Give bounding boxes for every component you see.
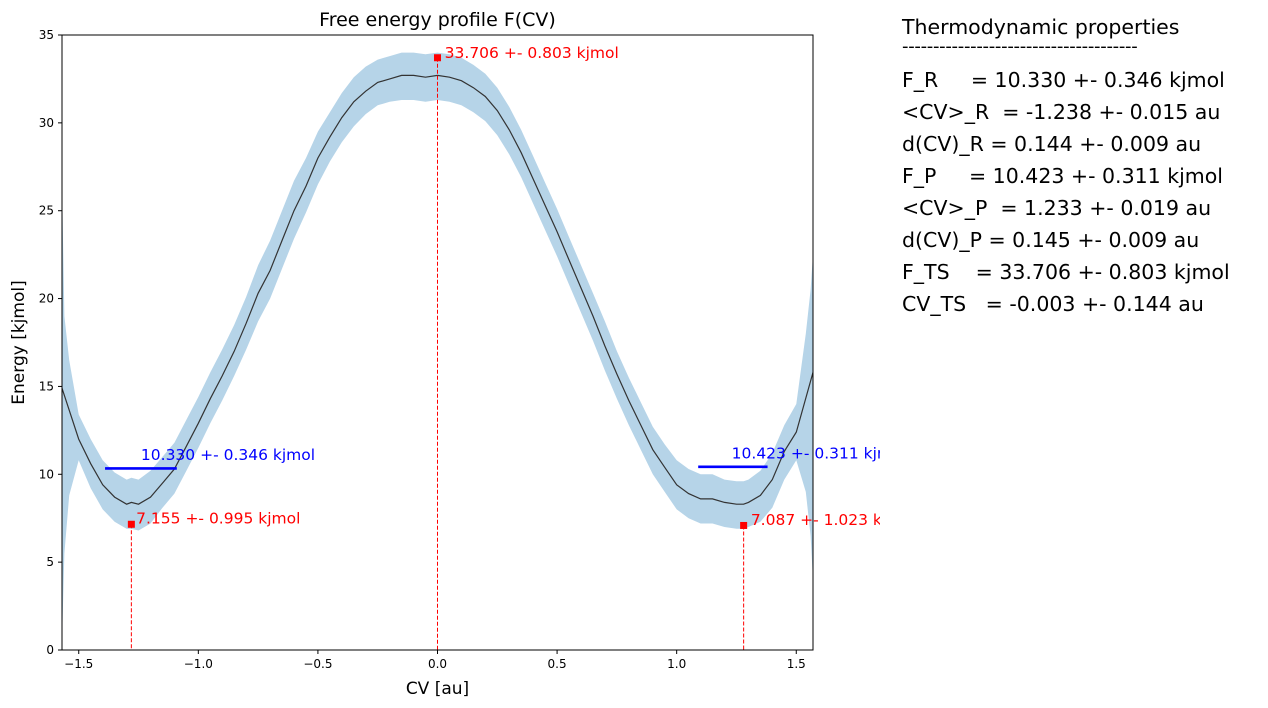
point-marker-1 — [434, 54, 441, 62]
y-tick-label: 35 — [39, 28, 54, 42]
plot-area: 10.330 +- 0.346 kjmol 10.423 +- 0.311 kjm… — [62, 44, 880, 650]
properties-divider: -------------------------------------- — [902, 42, 1138, 56]
level-label-1: 10.423 +- 0.311 kjmol — [732, 444, 880, 462]
property-cv-ts: CV_TS = -0.003 +- 0.144 au — [902, 292, 1204, 316]
x-tick-label: 0.0 — [428, 657, 447, 671]
point-label-1: 33.706 +- 0.803 kjmol — [445, 44, 619, 62]
y-tick-label: 30 — [39, 116, 54, 130]
point-label-2: 7.087 +- 1.023 kjmol — [751, 511, 880, 529]
properties-list: F_R = 10.330 +- 0.346 kjmol <CV>_R = -1.… — [902, 64, 1262, 320]
y-axis-label: Energy [kjmol] — [9, 280, 29, 404]
free-energy-chart: Free energy profile F(CV) 10.330 +- 0.34… — [9, 9, 880, 699]
x-tick-label: 0.5 — [548, 657, 567, 671]
axis-ticks: −1.5 −1.0 −0.5 0.0 0.5 1.0 1.5 0 5 10 15 20 25 30 35 — [39, 28, 806, 671]
level-label-0: 10.330 +- 0.346 kjmol — [141, 446, 315, 464]
property-f-p: F_P = 10.423 +- 0.311 kjmol — [902, 164, 1223, 188]
property-f-r: F_R = 10.330 +- 0.346 kjmol — [902, 68, 1225, 92]
x-axis-label: CV [au] — [406, 679, 469, 699]
property-cv-r: <CV>_R = -1.238 +- 0.015 au — [902, 100, 1221, 124]
property-cv-p: <CV>_P = 1.233 +- 0.019 au — [902, 196, 1212, 220]
chart-title: Free energy profile F(CV) — [319, 9, 556, 31]
y-tick-label: 15 — [39, 379, 54, 393]
thermodynamic-properties-panel: Thermodynamic properties ---------------… — [902, 12, 1262, 320]
x-tick-label: 1.0 — [667, 657, 686, 671]
y-tick-label: 5 — [46, 555, 54, 569]
y-tick-label: 10 — [39, 467, 54, 481]
property-dcv-r: d(CV)_R = 0.144 +- 0.009 au — [902, 132, 1202, 156]
y-tick-label: 25 — [39, 204, 54, 218]
y-tick-label: 0 — [46, 643, 54, 657]
y-tick-label: 20 — [39, 292, 54, 306]
point-label-0: 7.155 +- 0.995 kjmol — [136, 509, 300, 527]
mean-free-energy-line — [62, 74, 813, 505]
plot-content — [62, 52, 813, 650]
x-tick-label: −0.5 — [303, 657, 332, 671]
property-dcv-p: d(CV)_P = 0.145 +- 0.009 au — [902, 228, 1200, 252]
properties-title: Thermodynamic properties — [902, 15, 1180, 39]
point-marker-2 — [740, 521, 748, 529]
x-tick-label: −1.5 — [64, 657, 93, 671]
x-tick-label: −1.0 — [184, 657, 213, 671]
property-f-ts: F_TS = 33.706 +- 0.803 kjmol — [902, 260, 1230, 284]
x-tick-label: 1.5 — [787, 657, 806, 671]
point-marker-0 — [127, 520, 135, 528]
